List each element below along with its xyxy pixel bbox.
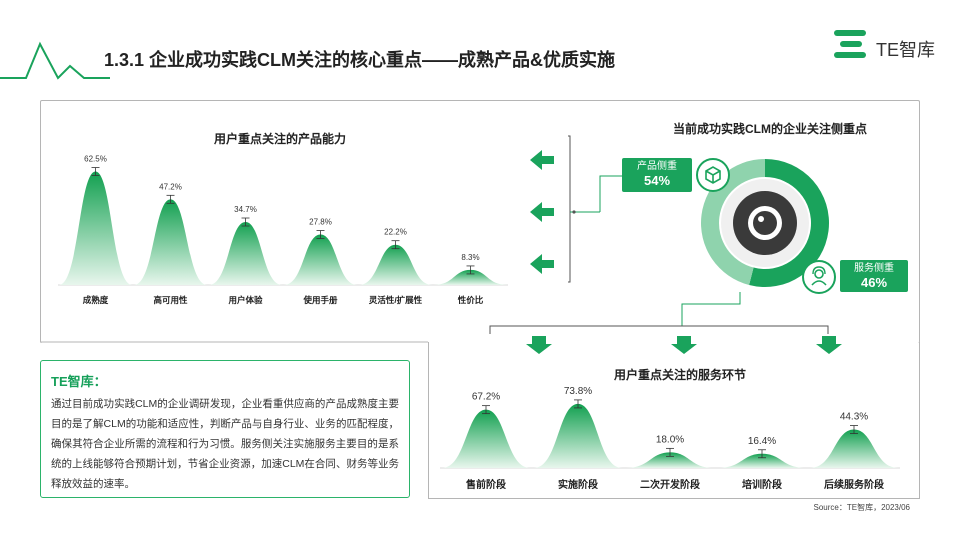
product-chart-title: 用户重点关注的产品能力	[213, 132, 346, 146]
top-panel-frame	[40, 100, 920, 343]
arrow-left-icon	[530, 202, 554, 222]
source-note: Source：TE智库，2023/06	[813, 503, 911, 512]
category-label: 二次开发阶段	[640, 478, 700, 491]
value-label: 62.5%	[84, 155, 107, 164]
category-label: 用户体验	[227, 295, 263, 305]
value-label: 16.4%	[748, 436, 776, 447]
eye-glint	[758, 216, 764, 222]
category-label: 灵活性/扩展性	[369, 295, 423, 305]
insight-body: 通过目前成功实践CLM的企业调研发现，企业看重供应商的产品成熟度主要目的是了解C…	[51, 398, 399, 490]
category-label: 实施阶段	[558, 478, 598, 491]
area-peak	[208, 222, 283, 285]
area-peak	[441, 409, 531, 468]
area-peak	[809, 429, 899, 468]
area-peak	[625, 452, 715, 468]
value-label: 73.8%	[564, 386, 592, 397]
category-label: 售前阶段	[466, 478, 506, 491]
category-label: 性价比	[458, 295, 484, 305]
page-title: 1.3.1 企业成功实践CLM关注的核心重点——成熟产品&优质实施	[104, 50, 616, 70]
heartbeat-decoration	[0, 41, 110, 80]
area-peak	[358, 244, 433, 285]
product-focus-badge: 产品侧重 54%	[622, 158, 692, 192]
value-label: 27.8%	[309, 218, 332, 227]
area-peak	[717, 453, 807, 468]
value-label: 18.0%	[656, 434, 684, 445]
service-focus-badge: 服务侧重 46%	[840, 260, 908, 292]
bracket-connector	[568, 135, 622, 283]
category-label: 使用手册	[302, 295, 338, 305]
category-label: 培训阶段	[742, 478, 782, 491]
service-focus-value: 46%	[860, 275, 888, 290]
focus-panel-title: 当前成功实践CLM的企业关注侧重点	[673, 122, 867, 136]
service-focus-label: 服务侧重	[854, 263, 894, 274]
arrow-down-icon	[671, 336, 697, 354]
category-label: 成熟度	[83, 295, 109, 305]
arrow-down-icon	[816, 336, 842, 354]
category-label: 后续服务阶段	[824, 478, 884, 491]
person-icon	[802, 260, 836, 294]
service-connector	[489, 292, 842, 354]
value-label: 8.3%	[461, 253, 479, 262]
eye-pupil	[753, 211, 777, 235]
product-focus-label: 产品侧重	[637, 161, 677, 172]
logo-text: TE智库	[876, 40, 936, 60]
arrow-left-icon	[530, 150, 554, 170]
product-capability-chart: 62.5% 成熟度 47.2% 高可用性 34.7% 用户体验 27.8% 使用手册 22.2%…	[58, 155, 508, 305]
area-peak	[58, 171, 133, 285]
area-peak	[533, 403, 623, 468]
category-label: 高可用性	[153, 295, 188, 305]
service-chart-title: 用户重点关注的服务环节	[613, 368, 746, 382]
value-label: 34.7%	[234, 205, 257, 214]
logo-icon	[834, 30, 866, 58]
value-label: 67.2%	[472, 392, 500, 403]
arrow-down-icon	[526, 336, 552, 354]
insight-heading: TE智库：	[51, 374, 107, 389]
donut-slice	[749, 159, 829, 287]
product-focus-value: 54%	[643, 173, 671, 188]
value-label: 47.2%	[159, 182, 182, 191]
service-stage-chart: 67.2% 售前阶段 73.8% 实施阶段 18.0% 二次开发阶段 16.4% 培训阶段 44…	[440, 386, 900, 491]
service-panel-frame	[428, 342, 920, 499]
area-peak	[283, 234, 358, 285]
value-label: 22.2%	[384, 228, 407, 237]
arrow-left-icon	[530, 254, 554, 274]
area-peak	[133, 199, 208, 285]
insight-textbox: TE智库： 通过目前成功实践CLM的企业调研发现，企业看重供应商的产品成熟度主要…	[40, 360, 410, 498]
frame-divider	[40, 341, 428, 343]
value-label: 44.3%	[840, 412, 868, 423]
left-arrows	[530, 150, 554, 274]
box-icon	[696, 158, 730, 192]
area-peak	[433, 269, 508, 285]
